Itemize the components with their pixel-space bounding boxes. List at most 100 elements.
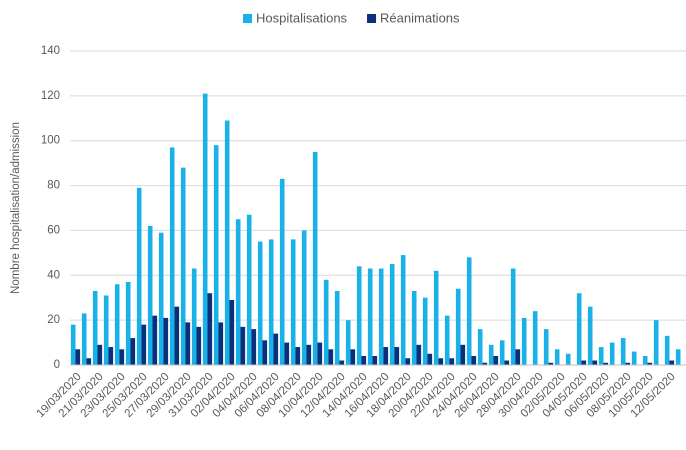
bar <box>389 264 395 365</box>
bar <box>180 167 186 365</box>
bar <box>372 356 378 365</box>
bar <box>246 214 252 365</box>
y-tick-label: 100 <box>41 135 60 147</box>
bar <box>130 338 136 365</box>
bar <box>625 362 631 365</box>
bar <box>350 349 356 365</box>
bar <box>675 349 681 365</box>
bar <box>449 358 455 365</box>
bar <box>70 324 76 365</box>
bar <box>394 347 400 365</box>
bar <box>345 320 351 365</box>
bar <box>405 358 411 365</box>
bar <box>86 358 92 365</box>
bar <box>207 293 213 365</box>
bar <box>565 353 571 365</box>
bar <box>119 349 125 365</box>
bar <box>268 239 274 365</box>
bar <box>427 353 433 365</box>
bar <box>433 270 439 365</box>
bar <box>257 241 263 365</box>
bar <box>653 320 659 365</box>
bar <box>532 311 538 365</box>
bar <box>141 324 147 365</box>
bar <box>400 255 406 365</box>
bar <box>455 288 461 365</box>
y-tick-label: 140 <box>41 45 60 57</box>
legend-label: Réanimations <box>380 10 460 25</box>
bar <box>543 329 549 365</box>
bar <box>328 349 334 365</box>
bar <box>411 290 417 365</box>
bar <box>218 322 224 365</box>
bar <box>213 145 219 365</box>
bar <box>631 351 637 365</box>
bar <box>273 333 279 365</box>
bar <box>548 362 554 365</box>
bar <box>620 338 626 365</box>
bar <box>103 295 109 365</box>
bar <box>477 329 483 365</box>
bar <box>185 322 191 365</box>
bar <box>416 344 422 365</box>
bar <box>647 362 653 365</box>
bar <box>224 120 230 366</box>
bar <box>367 268 373 365</box>
bar <box>317 342 323 365</box>
bar <box>339 360 345 365</box>
bar <box>609 342 615 365</box>
bar <box>603 362 609 365</box>
bar <box>136 187 142 365</box>
bar <box>290 239 296 365</box>
bar <box>510 268 516 365</box>
bar <box>169 147 175 365</box>
bar <box>279 178 285 365</box>
bar <box>598 347 604 365</box>
bar <box>378 268 384 365</box>
bar <box>471 356 477 365</box>
bar <box>152 315 158 365</box>
legend-swatch <box>367 14 377 23</box>
bar <box>284 342 290 365</box>
y-tick-label: 40 <box>47 269 60 281</box>
bar <box>493 356 499 365</box>
bar <box>295 347 301 365</box>
bar <box>664 335 670 365</box>
bar <box>383 347 389 365</box>
bar <box>466 257 472 365</box>
y-tick-label: 120 <box>41 90 60 102</box>
bar <box>306 344 312 365</box>
bar <box>642 356 648 365</box>
bar <box>125 282 131 365</box>
bar <box>361 356 367 365</box>
bar <box>191 268 197 365</box>
bar <box>356 266 362 365</box>
bar <box>482 362 488 365</box>
y-tick-label: 80 <box>47 180 60 192</box>
bar <box>592 360 598 365</box>
bar <box>576 293 582 365</box>
bar <box>202 93 208 365</box>
bar <box>262 340 268 365</box>
bar <box>301 230 307 365</box>
bar <box>235 219 241 365</box>
bar <box>504 360 510 365</box>
bar <box>323 279 329 365</box>
y-tick-label: 0 <box>54 359 60 371</box>
bar <box>581 360 587 365</box>
legend-swatch <box>243 14 252 23</box>
bar <box>229 299 235 365</box>
bar <box>587 306 593 365</box>
bar <box>515 349 521 365</box>
legend-label: Hospitalisations <box>256 10 348 25</box>
bar <box>422 297 428 365</box>
y-axis-title: Nombre hospitalisation/admission <box>10 122 22 294</box>
bar <box>147 225 153 365</box>
bar <box>174 306 180 365</box>
bar <box>438 358 444 365</box>
bar <box>81 313 87 365</box>
bar <box>499 340 505 365</box>
y-tick-label: 20 <box>47 314 60 326</box>
bar <box>488 344 494 365</box>
